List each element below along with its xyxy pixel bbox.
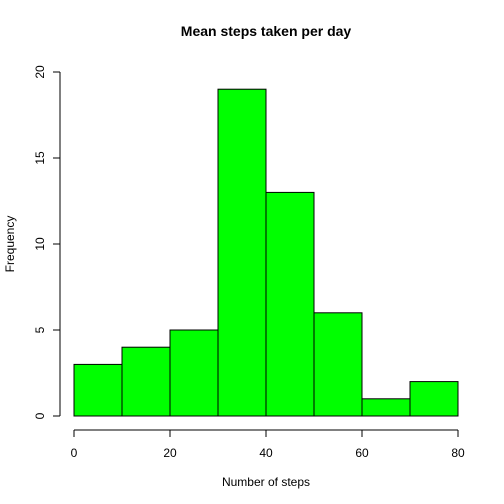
x-tick-label: 60	[355, 446, 369, 460]
bars-group	[73, 88, 459, 417]
y-tick-label: 10	[33, 237, 47, 251]
x-tick-label: 40	[259, 446, 273, 460]
x-tick-label: 20	[163, 446, 177, 460]
x-tick-label: 80	[451, 446, 465, 460]
histogram-bar	[217, 88, 267, 417]
x-tick-label: 0	[71, 446, 78, 460]
y-tick-label: 20	[33, 65, 47, 79]
chart-title: Mean steps taken per day	[181, 23, 352, 39]
y-tick-label: 15	[33, 151, 47, 165]
histogram-bar	[361, 398, 411, 417]
histogram-bar	[409, 381, 459, 417]
y-axis: 0 5 10 15 20	[33, 65, 61, 419]
histogram-bar	[265, 191, 315, 417]
y-axis-label: Frequency	[3, 216, 17, 273]
histogram-bar	[73, 363, 123, 417]
y-tick-label: 5	[33, 326, 47, 333]
histogram-bar	[121, 346, 171, 417]
x-axis-label: Number of steps	[222, 475, 310, 489]
x-axis: 0 20 40 60 80	[71, 429, 465, 460]
histogram-bar	[313, 312, 363, 417]
histogram-bar	[169, 329, 219, 417]
y-tick-label: 0	[33, 412, 47, 419]
